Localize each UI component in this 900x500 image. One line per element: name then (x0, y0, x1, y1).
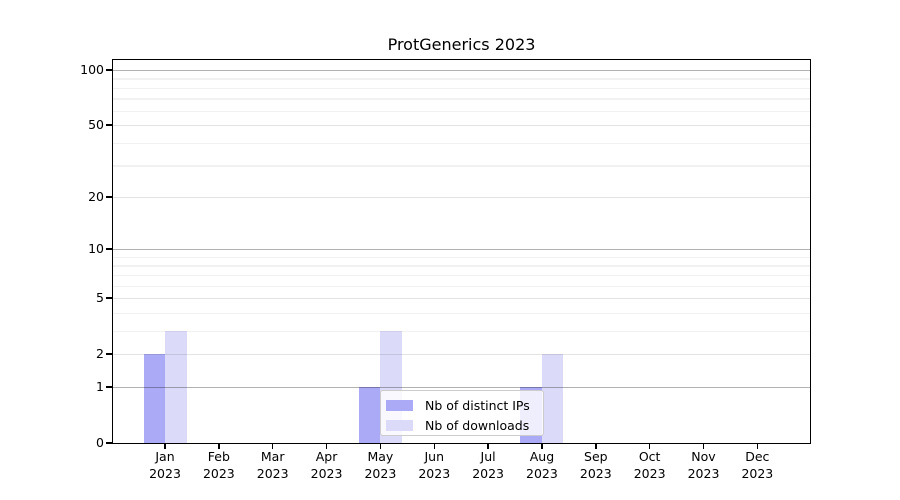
x-tick-mark-jan (164, 443, 166, 449)
x-tick-year: 2023 (149, 465, 181, 481)
y-tick-mark-10 (106, 248, 112, 250)
x-tick-mark-nov (702, 443, 705, 449)
x-tick-mark-jun (433, 443, 435, 449)
x-tick-year: 2023 (526, 465, 558, 481)
x-tick-month: Jul (480, 449, 496, 464)
gridline-y-60 (113, 110, 810, 112)
gridline-y-90 (113, 78, 810, 80)
x-tick-label-may: May 2023 (352, 449, 408, 482)
y-tick-mark-50 (106, 124, 112, 126)
y-tick-label-5: 5 (96, 290, 104, 306)
gridline-y-100 (113, 70, 810, 72)
y-tick-mark-0 (106, 442, 112, 444)
gridline-y-20 (113, 196, 810, 199)
legend-entry-1: Nb of downloads (386, 417, 537, 434)
x-tick-year: 2023 (633, 465, 666, 481)
x-tick-label-jul: Jul 2023 (460, 449, 516, 482)
y-tick-label-0: 0 (96, 435, 104, 450)
gridline-y-8 (113, 265, 810, 267)
x-tick-month: Jun (424, 449, 445, 464)
x-tick-year: 2023 (256, 465, 289, 481)
y-tick-label-1: 1 (96, 378, 104, 394)
x-tick-mark-apr (325, 443, 328, 449)
legend-label-0: Nb of distinct IPs (425, 398, 530, 413)
y-tick-mark-20 (106, 196, 112, 198)
gridline-y-6 (113, 285, 810, 287)
plot-area (113, 60, 810, 443)
x-tick-month: Feb (207, 449, 230, 464)
x-tick-mark-mar (271, 443, 274, 449)
x-tick-month: May (367, 449, 394, 464)
y-tick-label-10: 10 (88, 241, 104, 257)
x-tick-month: Nov (691, 449, 716, 464)
legend: Nb of distinct IPs Nb of downloads (380, 390, 544, 436)
x-tick-year: 2023 (472, 465, 504, 481)
x-tick-mark-jul (487, 443, 489, 449)
gridline-y-1 (113, 386, 810, 389)
gridline-y-80 (113, 87, 810, 89)
x-tick-label-oct: Oct 2023 (622, 449, 678, 482)
gridline-y-2 (113, 354, 810, 356)
x-tick-label-sep: Sep 2023 (568, 449, 624, 482)
gridline-y-4 (113, 312, 810, 315)
x-tick-mark-aug (541, 443, 543, 449)
x-tick-year: 2023 (418, 465, 451, 481)
x-tick-month: Sep (584, 449, 608, 464)
gridline-y-40 (113, 142, 810, 144)
x-tick-label-dec: Dec 2023 (729, 449, 785, 482)
x-tick-label-nov: Nov 2023 (676, 449, 732, 482)
legend-swatch-1 (386, 420, 413, 431)
x-tick-label-mar: Mar 2023 (245, 449, 301, 482)
x-tick-mark-may (379, 443, 382, 449)
gridline-y-30 (113, 165, 810, 167)
x-tick-label-jun: Jun 2023 (406, 449, 462, 482)
gridline-y-70 (113, 98, 810, 100)
chart-title: ProtGenerics 2023 (387, 35, 536, 54)
x-tick-month: Oct (638, 449, 661, 464)
x-tick-label-aug: Aug 2023 (514, 449, 570, 482)
x-tick-mark-sep (595, 443, 597, 449)
legend-swatch-0 (386, 400, 413, 411)
y-tick-mark-100 (106, 69, 112, 71)
legend-label-1: Nb of downloads (425, 418, 530, 433)
legend-entry-0: Nb of distinct IPs (386, 397, 537, 414)
y-tick-mark-2 (106, 353, 112, 355)
x-tick-year: 2023 (310, 465, 343, 481)
y-tick-label-20: 20 (88, 188, 104, 204)
x-tick-mark-feb (218, 443, 220, 449)
bar-nb-of-distinct-ips-may (358, 386, 381, 443)
y-tick-label-2: 2 (96, 346, 104, 362)
gridline-y-5 (113, 298, 810, 300)
x-tick-month: Apr (315, 449, 338, 464)
x-tick-month: Mar (260, 449, 285, 464)
x-tick-label-jan: Jan 2023 (137, 449, 193, 482)
bar-nb-of-downloads-jan (165, 330, 187, 443)
bar-nb-of-distinct-ips-jan (143, 354, 165, 443)
x-tick-year: 2023 (202, 465, 235, 481)
x-tick-year: 2023 (364, 465, 397, 481)
x-tick-month: Aug (529, 449, 555, 464)
gridline-y-3 (113, 330, 810, 333)
x-tick-mark-oct (648, 443, 651, 449)
gridline-y-7 (113, 274, 810, 277)
x-tick-year: 2023 (687, 465, 720, 481)
x-tick-label-feb: Feb 2023 (191, 449, 247, 482)
x-tick-year: 2023 (741, 465, 774, 481)
x-tick-label-apr: Apr 2023 (299, 449, 355, 482)
x-tick-year: 2023 (579, 465, 612, 481)
bar-nb-of-downloads-aug (541, 354, 564, 443)
y-tick-mark-5 (106, 297, 112, 299)
gridline-y-9 (113, 256, 810, 258)
y-tick-label-50: 50 (88, 117, 104, 133)
gridline-y-10 (113, 249, 810, 251)
x-tick-mark-dec (756, 443, 759, 449)
y-tick-mark-1 (106, 386, 112, 388)
y-tick-label-100: 100 (80, 62, 104, 77)
gridline-y-50 (113, 125, 810, 127)
x-tick-month: Dec (745, 449, 770, 464)
x-tick-month: Jan (155, 449, 175, 464)
